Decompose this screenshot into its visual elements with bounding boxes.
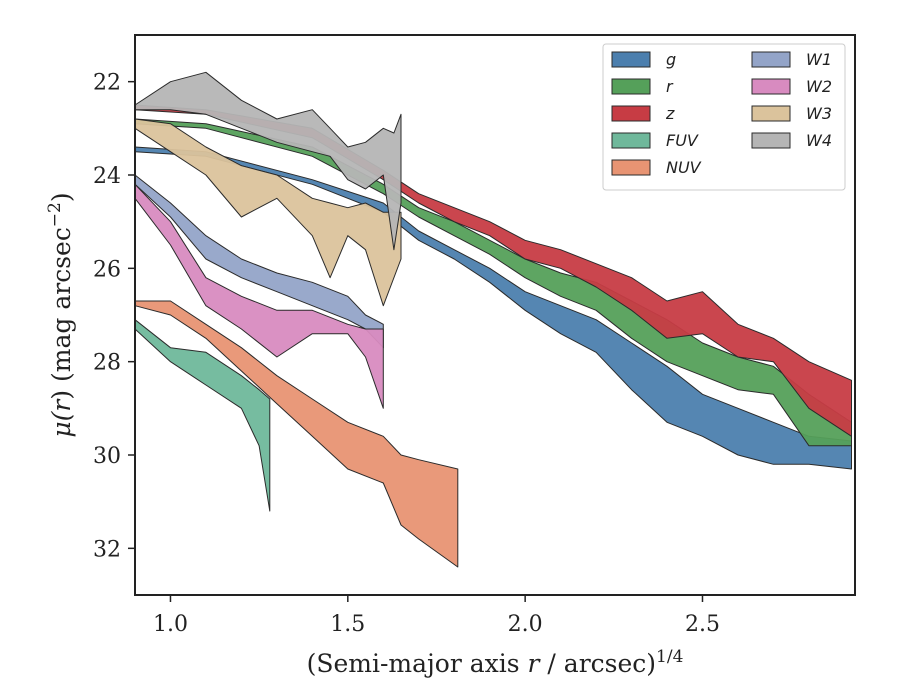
y-tick-label: 24 xyxy=(93,164,121,189)
y-axis-label: μ(r) (mag arcsec−2) xyxy=(45,192,76,437)
legend-label-w1: W1 xyxy=(806,50,832,69)
y-tick-label: 22 xyxy=(93,71,121,96)
band-nuv xyxy=(134,300,459,568)
band-g xyxy=(134,146,852,470)
legend-label-nuv: NUV xyxy=(666,158,702,177)
legend-label-w4: W4 xyxy=(806,131,832,150)
legend-label-fuv: FUV xyxy=(666,131,699,150)
legend-label-w3: W3 xyxy=(806,104,832,123)
y-tick-label: 32 xyxy=(93,537,121,562)
x-tick-label: 1.0 xyxy=(153,612,188,637)
legend-swatch-g xyxy=(611,51,651,68)
legend-label-r: r xyxy=(666,77,674,96)
profile-bands xyxy=(134,71,852,568)
legend-swatch-nuv xyxy=(611,159,651,176)
legend-swatch-w2 xyxy=(751,78,791,95)
y-tick-label: 28 xyxy=(93,351,121,376)
y-tick-label: 30 xyxy=(93,444,121,469)
x-axis-label: (Semi-major axis r / arcsec)1/4 xyxy=(307,647,684,678)
x-tick-label: 1.5 xyxy=(330,612,365,637)
legend-label-g: g xyxy=(666,50,676,69)
legend-swatch-w1 xyxy=(751,51,791,68)
band-z xyxy=(134,104,852,437)
x-tick-label: 2.0 xyxy=(508,612,543,637)
legend-label-w2: W2 xyxy=(806,77,832,96)
x-tick-label: 2.5 xyxy=(685,612,720,637)
legend: grz FUV NUV W1 W2 W3 W4 xyxy=(602,43,846,191)
legend-swatch-fuv xyxy=(611,132,651,149)
legend-swatch-w3 xyxy=(751,105,791,122)
y-tick-label: 26 xyxy=(93,257,121,282)
band-w4 xyxy=(134,71,402,251)
legend-label-z: z xyxy=(665,104,675,123)
axis-ticks: 1.0 1.5 2.0 2.5 22 24 26 28 30 32 xyxy=(93,71,720,637)
plot-frame xyxy=(134,34,856,596)
band-w3 xyxy=(134,118,402,307)
band-r xyxy=(134,118,852,447)
legend-swatch-w4 xyxy=(751,132,791,149)
band-fuv xyxy=(134,319,271,512)
band-w2 xyxy=(134,183,384,409)
legend-swatch-z xyxy=(611,105,651,122)
legend-swatch-r xyxy=(611,78,651,95)
